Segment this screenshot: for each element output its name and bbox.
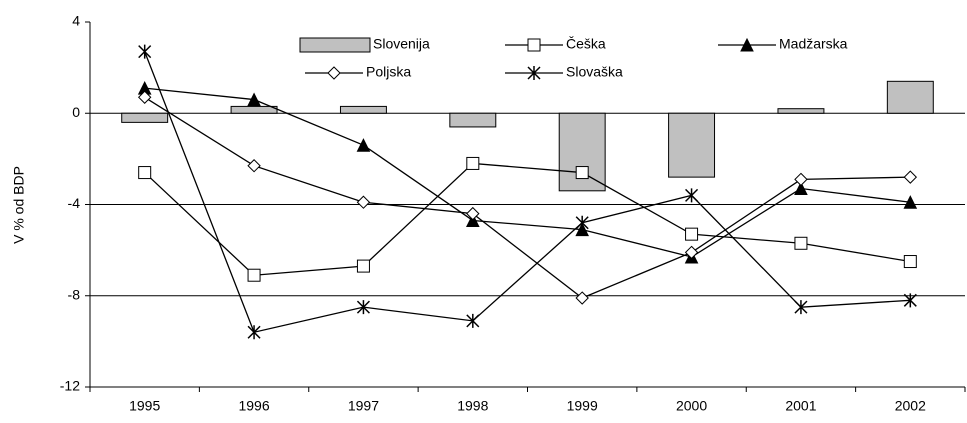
marker	[794, 236, 808, 250]
marker	[356, 300, 370, 315]
bar	[777, 108, 825, 114]
y-tick-label: -8	[68, 286, 81, 302]
legend-label: Slovenija	[373, 36, 430, 52]
marker	[903, 195, 918, 209]
line	[144, 162, 911, 276]
line	[144, 87, 911, 258]
marker	[138, 166, 152, 180]
marker	[247, 268, 261, 282]
legend-label: Češka	[566, 36, 606, 52]
y-tick-label: 4	[72, 13, 80, 29]
marker	[794, 172, 808, 187]
y-tick-label: -4	[68, 195, 81, 211]
y-tick-label: -12	[60, 378, 80, 394]
legend-label: Poljska	[366, 64, 411, 80]
y-tick-label: 0	[72, 104, 80, 120]
marker	[685, 188, 699, 203]
marker	[356, 259, 370, 273]
bar	[339, 105, 387, 114]
marker	[794, 300, 808, 315]
line	[144, 51, 911, 334]
x-tick-label: 1999	[567, 398, 598, 414]
bar	[230, 105, 278, 114]
marker	[356, 138, 371, 152]
x-tick-label: 1995	[129, 398, 160, 414]
x-tick-label: 2002	[895, 398, 926, 414]
marker	[794, 181, 808, 196]
marker	[247, 159, 261, 173]
legend-swatch	[299, 37, 371, 53]
marker	[527, 38, 541, 52]
marker	[466, 213, 480, 227]
marker	[247, 92, 261, 107]
marker	[247, 325, 261, 340]
bar	[886, 80, 934, 114]
bar	[121, 112, 169, 123]
line	[144, 96, 911, 299]
marker	[685, 227, 699, 241]
x-tick-label: 1996	[238, 398, 269, 414]
x-tick-label: 2001	[785, 398, 816, 414]
marker	[575, 215, 589, 230]
marker	[138, 44, 152, 59]
legend-label: Madžarska	[779, 36, 848, 52]
marker	[327, 66, 341, 80]
marker	[903, 170, 918, 184]
marker	[903, 255, 917, 269]
marker	[466, 313, 480, 328]
marker	[575, 166, 589, 180]
marker	[575, 291, 589, 305]
marker	[466, 206, 480, 221]
x-tick-label: 1998	[457, 398, 488, 414]
marker	[903, 293, 917, 308]
x-tick-label: 1997	[348, 398, 379, 414]
bar	[558, 112, 606, 192]
bar	[449, 112, 497, 128]
marker	[356, 195, 371, 209]
marker	[527, 66, 541, 80]
bar	[668, 112, 716, 178]
y-axis-title: V % od BDP	[11, 166, 27, 244]
legend-label: Slovaška	[566, 64, 623, 80]
marker	[137, 90, 152, 104]
marker	[740, 37, 754, 52]
x-tick-label: 2000	[676, 398, 707, 414]
marker	[466, 156, 480, 170]
marker	[684, 245, 699, 260]
